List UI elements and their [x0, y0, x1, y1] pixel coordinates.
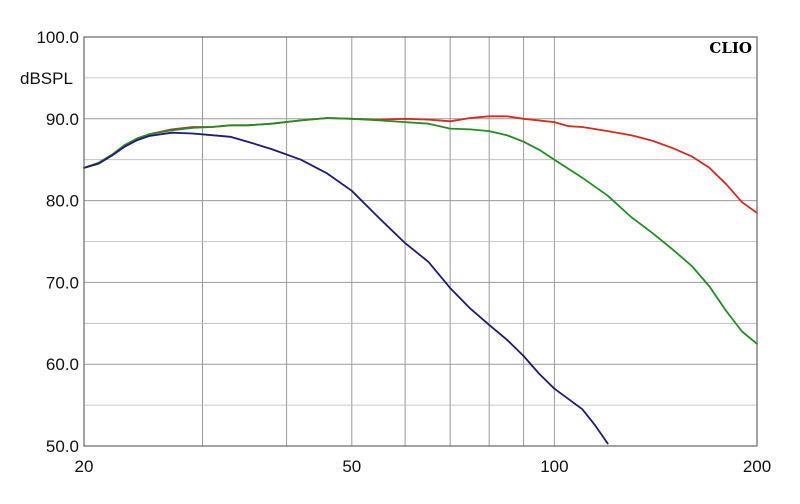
series-line-3 — [83, 131, 609, 445]
x-tick-label: 50 — [342, 457, 361, 476]
y-axis-ticks: 100.0 90.0 80.0 70.0 60.0 50.0 — [36, 28, 79, 456]
x-tick-label: 100 — [540, 457, 568, 476]
y-tick-label: 90.0 — [46, 110, 79, 129]
x-axis-ticks: 20 50 100 200 — [75, 457, 772, 476]
brand-label: CLIO — [709, 39, 752, 57]
series-group — [83, 115, 758, 445]
y-tick-label: 70.0 — [46, 273, 79, 292]
y-axis-label: dBSPL — [20, 69, 73, 88]
series-line-2 — [83, 117, 758, 345]
y-tick-label: 100.0 — [36, 28, 79, 47]
y-tick-label: 50.0 — [46, 437, 79, 456]
x-tick-label: 200 — [743, 457, 771, 476]
y-tick-label: 80.0 — [46, 192, 79, 211]
plot-frame — [83, 36, 758, 447]
y-tick-label: 60.0 — [46, 355, 79, 374]
x-tick-label: 20 — [75, 457, 94, 476]
